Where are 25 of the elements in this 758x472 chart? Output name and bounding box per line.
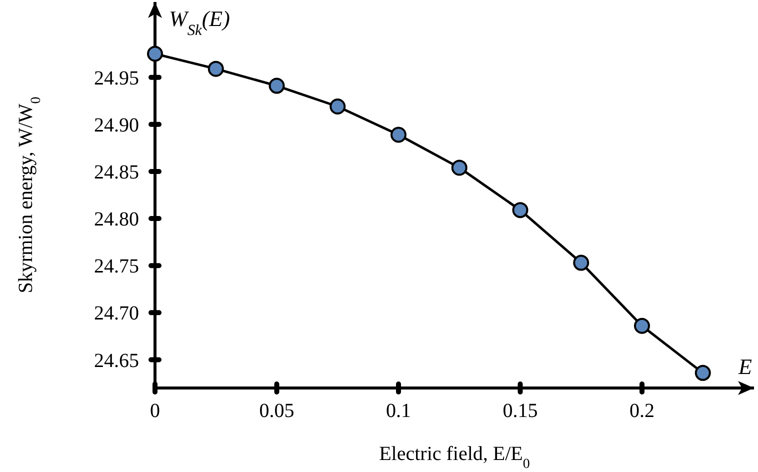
x-tick-label: 0.15 (502, 400, 538, 422)
y-tick-label: 24.80 (94, 208, 139, 231)
point (147, 46, 163, 62)
x-tick-label: 0 (150, 400, 160, 422)
x-tick-label: 0.1 (386, 400, 411, 422)
annotation: W$_{Sk}$(E) (169, 6, 230, 38)
point (512, 202, 528, 218)
y-tick-label: 24.65 (94, 350, 139, 372)
point (390, 126, 406, 143)
point (208, 60, 224, 77)
y-tick-label: 24.85 (94, 161, 139, 184)
y-tick-label: 24.90 (94, 114, 139, 136)
y-tick-label: 24.70 (94, 302, 139, 325)
point (268, 78, 285, 94)
point (634, 318, 650, 334)
x-axis-title: Electric field, E/E$_{0}$ (379, 443, 530, 472)
point (451, 160, 468, 176)
y-tick-label: 24.95 (94, 67, 139, 90)
point (330, 98, 346, 114)
x-tick-label: 0.05 (259, 400, 294, 422)
x-tick-label: 0.2 (629, 400, 654, 422)
annotation: E (738, 354, 753, 379)
point (694, 364, 711, 381)
point (573, 254, 590, 271)
y-tick-label: 24.75 (94, 256, 139, 278)
